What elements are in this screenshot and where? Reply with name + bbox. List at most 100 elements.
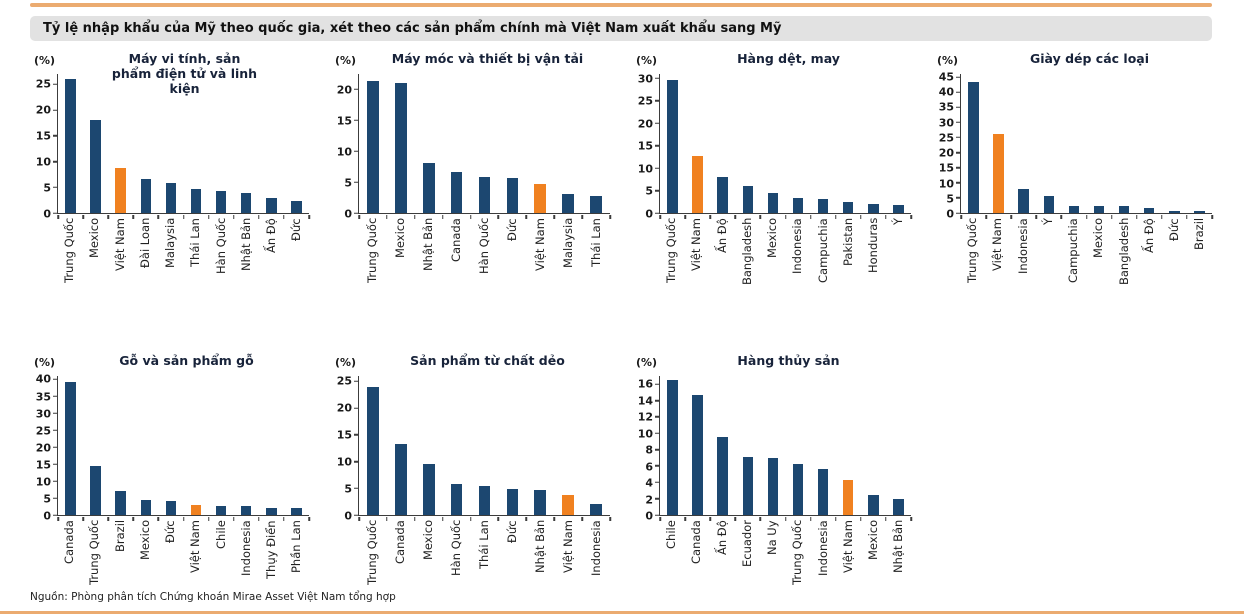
y-axis-unit-label: (%) <box>335 54 357 67</box>
y-tick-label: 0 <box>645 509 653 523</box>
x-label-slot: Mexico <box>386 218 414 302</box>
chart-title: Máy móc và thiết bị vận tải <box>391 51 584 66</box>
plot-area <box>353 74 611 219</box>
x-label-slot: Hàn Quốc <box>442 520 470 604</box>
x-tick-label: Campuchia <box>1066 218 1081 283</box>
bar-slot <box>183 376 208 515</box>
bar-slot <box>108 74 133 213</box>
bar-Hàn Quốc <box>478 176 491 213</box>
bar-Thái Lan <box>190 188 202 213</box>
bar-Indonesia <box>792 198 804 213</box>
y-tick-label: 15 <box>35 458 51 472</box>
x-tick-mark <box>1010 214 1012 219</box>
x-tick-mark <box>581 214 583 219</box>
y-tick-label: 15 <box>336 114 352 128</box>
y-tick-mark <box>955 76 960 78</box>
x-tick-mark <box>497 214 500 219</box>
bar-Việt Nam <box>692 155 703 213</box>
bar-Campuchia <box>1068 205 1080 213</box>
x-tick-mark <box>82 516 84 521</box>
bar-Việt Nam <box>534 183 547 213</box>
x-tick-label: Đức <box>289 218 304 241</box>
bar-Việt Nam <box>993 134 1004 213</box>
x-tick-label: Việt Nam <box>840 520 855 573</box>
x-tick-label: Việt Nam <box>532 218 547 271</box>
y-axis-unit-label: (%) <box>636 54 658 67</box>
bar-slot <box>471 376 499 515</box>
bar-Honduras <box>868 204 879 213</box>
bar-slot <box>415 376 443 515</box>
x-label-slot: Brazil <box>1187 218 1212 302</box>
x-tick-mark <box>885 516 887 521</box>
y-axis-labels: 0 5 10 15 20 <box>331 74 358 219</box>
y-tick-label: 15 <box>336 428 352 442</box>
y-tick-mark <box>52 514 57 516</box>
x-tick-mark <box>57 516 59 521</box>
bar-slot <box>1011 74 1036 213</box>
x-tick-label: Thái Lan <box>588 218 603 267</box>
bar-slot <box>498 74 526 213</box>
y-tick-label: 5 <box>43 181 51 195</box>
x-tick-label: Honduras <box>865 218 880 274</box>
x-label-slot: Bangladesh <box>735 218 760 302</box>
bar-Trung Quốc <box>667 80 678 213</box>
bar-Phần Lan <box>291 508 302 515</box>
bar-Mexico <box>422 464 435 515</box>
y-tick-label: 25 <box>35 77 51 91</box>
bar-Đài Loan <box>140 178 152 213</box>
bar-Đức <box>506 488 519 515</box>
x-tick-mark <box>834 516 837 521</box>
x-label-slot: Ý <box>886 218 911 302</box>
bar-Indonesia <box>1018 188 1029 213</box>
chart-title: Hàng thủy sản <box>737 353 840 368</box>
y-tick-label: 35 <box>35 390 51 403</box>
plot-row: 0 5 10 15 20 25 <box>30 74 310 220</box>
chart-header: (%) Máy móc và thiết bị vận tải <box>331 51 610 74</box>
chart-title: Gỗ và sản phẩm gỗ <box>119 353 254 368</box>
x-tick-mark <box>283 214 285 219</box>
bar-Indonesia <box>240 505 252 515</box>
plot-row: 0 2 4 6 8 10 12 14 16 <box>632 376 912 522</box>
bar-slot <box>554 376 582 515</box>
x-axis-labels: Chile Canada Ấn Độ Ecuador Na Uy Trung Quốc In… <box>659 516 911 604</box>
bar-Brazil <box>115 491 126 515</box>
bar-slot <box>234 74 259 213</box>
x-tick-mark <box>759 214 762 219</box>
x-tick-mark <box>441 214 444 219</box>
y-axis-labels: 0 5 10 15 20 25 <box>30 74 57 220</box>
bar-Mexico <box>90 120 101 213</box>
y-tick-mark <box>955 121 960 124</box>
x-tick-label: Trung Quốc <box>664 218 679 284</box>
y-tick-label: 20 <box>637 117 653 131</box>
y-tick-mark <box>955 182 960 184</box>
y-tick-label: 20 <box>336 401 352 415</box>
x-tick-mark <box>553 516 555 521</box>
bar-slot <box>387 376 415 515</box>
x-tick-mark <box>414 516 416 521</box>
x-label-slot: Canada <box>684 520 709 604</box>
y-tick-label: 8 <box>645 443 653 457</box>
x-tick-mark <box>1060 214 1063 219</box>
bar-slot <box>108 376 133 515</box>
bar-Thụy Điển <box>266 507 277 515</box>
y-tick-mark <box>654 77 659 80</box>
x-tick-label: Đức <box>1166 218 1181 241</box>
x-tick-mark <box>659 214 661 219</box>
x-tick-mark <box>885 214 887 219</box>
x-tick-mark <box>609 516 611 521</box>
x-tick-mark <box>581 516 583 521</box>
x-tick-label: Canada <box>689 520 704 564</box>
bar-Malaysia <box>562 194 575 213</box>
y-tick-mark <box>353 407 358 409</box>
x-label-slot: Trung Quốc <box>785 520 810 604</box>
y-tick-mark <box>654 497 659 500</box>
x-tick-mark <box>709 214 711 219</box>
x-axis-labels: Trung Quốc Mexico Việt Nam Đài Loan Malaysia… <box>57 214 309 302</box>
bar-Chile <box>215 505 227 515</box>
bar-slot <box>443 376 471 515</box>
bar-slot <box>811 376 836 515</box>
bar-slot <box>735 376 760 515</box>
bar-Ấn Độ <box>1143 207 1155 213</box>
y-tick-label: 5 <box>645 184 653 198</box>
x-tick-mark <box>469 516 472 521</box>
